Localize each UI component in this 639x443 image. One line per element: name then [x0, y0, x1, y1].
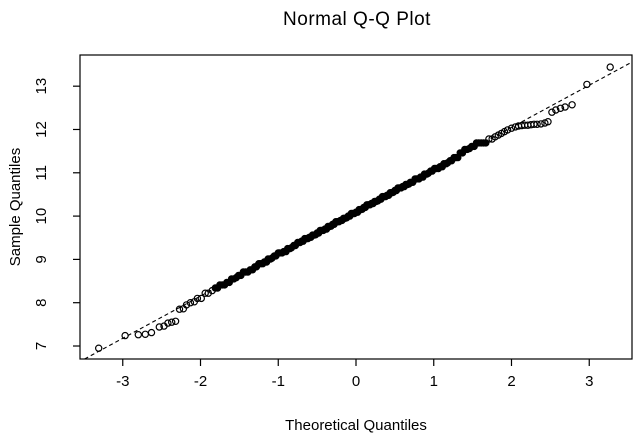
plot-box [79, 54, 633, 360]
data-point [507, 124, 516, 132]
data-point [583, 80, 591, 89]
y-tick-label: 9 [33, 255, 50, 263]
data-point [544, 117, 552, 126]
x-tick-label: 2 [507, 373, 515, 390]
y-tick-label: 13 [33, 78, 50, 95]
data-point [121, 331, 129, 340]
data-point [167, 318, 176, 326]
data-point [175, 305, 184, 313]
data-point [530, 120, 538, 129]
data-point [155, 323, 163, 331]
x-tick-label: 0 [352, 373, 360, 390]
y-tick-label: 12 [33, 121, 50, 138]
data-point [533, 120, 541, 129]
data-point [134, 331, 142, 339]
data-point [147, 328, 156, 337]
data-point [197, 294, 205, 303]
data-point [193, 294, 202, 303]
data-point [171, 317, 180, 325]
data-point [141, 330, 149, 338]
x-tick-label: 1 [430, 373, 438, 390]
data-point [556, 104, 565, 113]
y-axis-label: Sample Quantiles [7, 148, 24, 266]
data-point [186, 299, 195, 307]
x-axis-label: Theoretical Quantiles [285, 417, 427, 434]
x-tick-label: -1 [272, 373, 285, 390]
data-point [94, 344, 103, 352]
data-point [182, 301, 191, 309]
data-point [548, 108, 556, 116]
data-point [561, 103, 569, 111]
x-tick-label: 3 [585, 373, 593, 390]
data-point [201, 289, 209, 297]
data-point [537, 120, 545, 128]
plot-title: Normal Q-Q Plot [283, 9, 431, 30]
y-tick-label: 11 [33, 165, 50, 181]
data-point [485, 135, 493, 143]
y-tick-label: 7 [33, 342, 50, 350]
y-tick-label: 10 [33, 208, 50, 225]
data-point [552, 106, 560, 114]
data-point [606, 63, 614, 71]
x-tick-label: -3 [116, 373, 129, 390]
data-point [503, 126, 512, 134]
data-point [568, 101, 576, 109]
x-tick-label: -2 [194, 373, 207, 390]
y-tick-label: 8 [33, 299, 50, 307]
data-point [164, 319, 172, 327]
